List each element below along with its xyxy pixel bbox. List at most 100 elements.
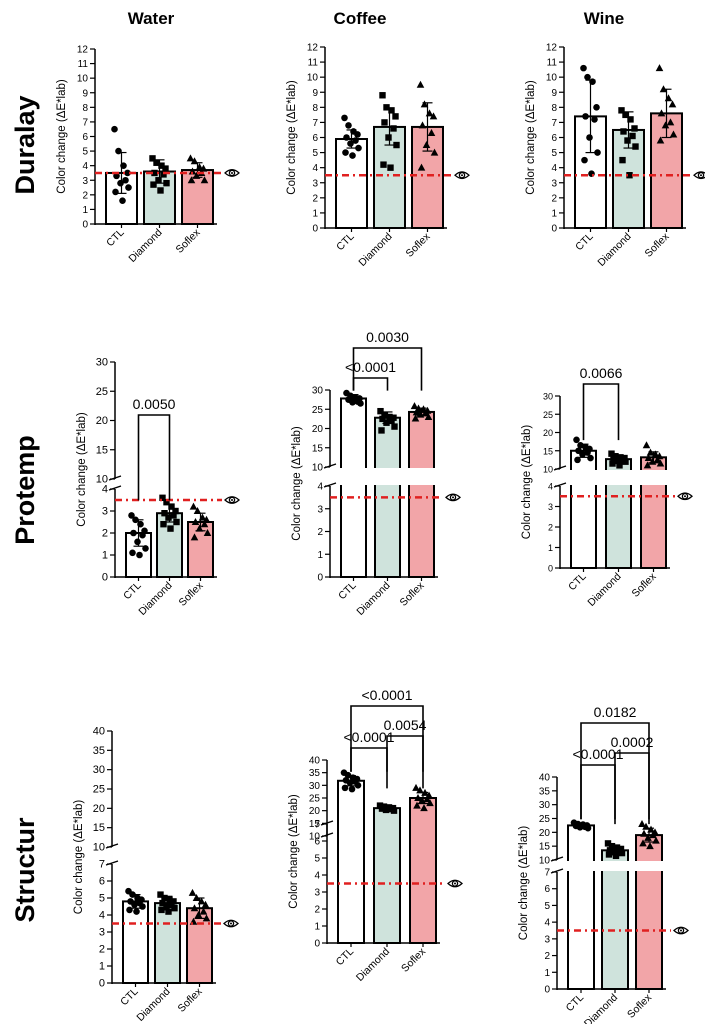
data-point [342,149,349,156]
y-tick-label: 11 [78,59,89,70]
data-point [669,130,678,138]
x-tick-label: CTL [104,227,127,250]
y-tick-label: 25 [312,405,324,416]
data-point [112,188,119,196]
bar-soflex [186,907,213,985]
y-tick-label: 4 [99,910,105,922]
y-tick-label: 10 [93,842,105,854]
x-tick-label: CTL [336,580,359,603]
data-point [627,116,634,123]
data-point [173,518,180,526]
data-point [609,460,616,467]
data-point [170,512,177,519]
data-point [613,844,621,851]
data-point [587,454,594,462]
eye-pupil [454,882,456,885]
data-point [193,507,202,514]
x-tick-label: CTL [334,231,357,254]
data-point [574,456,581,464]
data-point [614,457,621,465]
x-tick-label: CTL [573,231,596,254]
y-tick-label: 3 [551,178,557,189]
y-tick-label: 5 [551,148,557,159]
data-point [168,503,175,510]
data-point [421,788,429,796]
p-value-label: <0.0001 [345,359,396,375]
x-tick-label: Soflex [173,226,203,256]
y-axis-title: Color change (ΔE*lab) [73,800,85,915]
data-point [586,134,593,141]
data-point [190,904,199,912]
data-point [383,104,390,111]
y-tick-label: 10 [539,856,551,867]
data-point [158,906,165,914]
data-point [651,450,660,458]
data-point [161,510,168,517]
data-point [610,849,618,856]
y-tick-label: 35 [309,768,321,779]
x-tick-label: Soflex [625,991,655,1021]
y-tick-label: 2 [314,905,320,916]
data-point [576,824,584,831]
y-tick-label: 6 [99,876,105,888]
y-tick-label: 0 [99,978,105,990]
y-tick-label: 7 [544,868,550,879]
y-axis-title: Color change (ΔE*lab) [525,80,537,195]
eye-iris [228,169,236,177]
data-point [659,85,668,93]
data-point [349,399,356,406]
y-tick-label: 20 [96,415,108,427]
y-tick-label: 3 [544,934,550,945]
x-tick-label: Diamond [354,946,392,984]
y-tick-label: 0 [314,939,320,950]
data-point [142,545,149,552]
y-tick-label: 6 [312,133,318,144]
eye-icon [454,171,470,180]
eye-iris [449,494,457,501]
y-tick-label: 10 [96,474,108,486]
x-tick-label: CTL [121,580,144,603]
data-point [125,184,132,191]
y-tick-label: 1 [102,550,108,562]
y-tick-label: 1 [312,208,318,219]
y-tick-label: 10 [546,73,558,84]
data-point [620,128,627,135]
y-tick-label: 10 [77,74,89,85]
data-point [642,822,650,830]
data-point [420,804,428,812]
data-point [643,461,652,469]
eye-icon [693,171,705,180]
data-point [393,141,400,149]
x-tick-label: Soflex [629,570,659,600]
eye-icon [223,919,239,928]
data-point [390,807,398,814]
significance-bracket [352,347,423,391]
y-tick-label: 2 [102,528,108,540]
eye-iris [227,920,235,927]
data-point [584,73,591,81]
data-point [388,417,395,424]
data-point [410,402,419,410]
data-point [166,896,173,903]
bar-diamond [154,902,181,984]
y-tick-label: 2 [544,951,550,962]
x-tick-label: Diamond [134,986,172,1024]
data-point [646,842,654,850]
data-point [132,516,139,524]
data-point [131,901,138,909]
eye-pupil [700,174,702,177]
significance-bracket [352,377,389,391]
data-point [646,448,655,456]
bar-ctl [567,824,595,991]
eye-pupil [461,174,463,177]
data-point [392,113,399,120]
data-point [115,147,122,155]
data-point [606,847,614,854]
data-point [639,839,647,847]
data-point [581,156,588,164]
data-point [582,113,589,120]
data-point [357,400,364,407]
